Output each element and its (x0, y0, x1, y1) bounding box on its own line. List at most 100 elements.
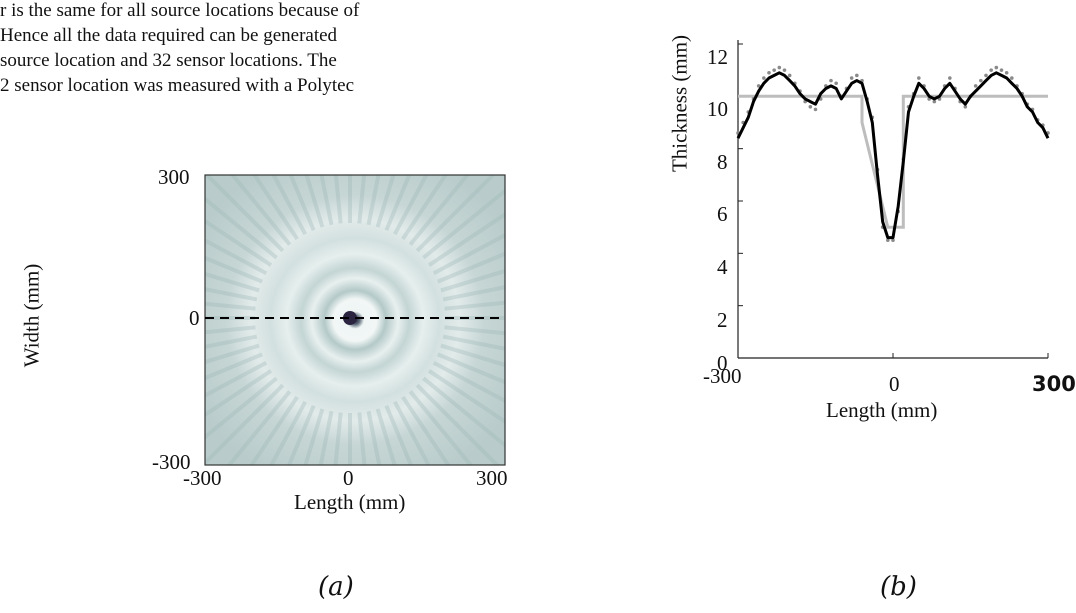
thickness-plot (736, 40, 1050, 359)
heatmap-spoke (437, 251, 505, 284)
heatmap-spoke (333, 175, 343, 224)
heatmap-spoke (205, 334, 258, 349)
measured-point (756, 84, 761, 88)
body-paragraph: r is the same for all source locations b… (0, 0, 500, 98)
series-layer (736, 65, 1050, 243)
thickness-xlabel: Length (mm) (826, 398, 938, 422)
heatmap-frame (204, 174, 506, 466)
heatmap-spoke (249, 395, 299, 465)
paragraph-line: source location and 32 sensor locations.… (0, 50, 337, 71)
measured-point (973, 84, 978, 88)
measured-point (808, 105, 813, 109)
heatmap-spoke (205, 369, 273, 418)
heatmap-spoke (432, 232, 505, 275)
heatmap-spoke (303, 408, 325, 465)
thickness-ytick-2: 2 (717, 308, 728, 332)
measured-point (994, 65, 999, 70)
heatmap-spoke (205, 361, 268, 398)
paragraph-line: 2 sensor location was measured with a Po… (0, 75, 355, 96)
measured-point (772, 68, 776, 72)
heatmap-spoke (269, 400, 307, 465)
heatmap-spoke (205, 238, 268, 275)
heatmap-ytick-bottom: -300 (152, 450, 191, 474)
thickness-ytick-4: 4 (717, 255, 728, 279)
heatmap-ytick-mid: 0 (189, 306, 200, 330)
heatmap-spoke (401, 395, 451, 465)
thickness-xtick-left: -300 (703, 364, 742, 388)
heatmap-spoke (375, 175, 396, 228)
heatmap-spoke (444, 300, 505, 311)
measured-point (777, 65, 782, 70)
heatmap-spoke (205, 376, 278, 440)
heatmap-spoke (230, 175, 292, 246)
heatmap-spoke (205, 301, 256, 311)
measured-point (782, 68, 787, 72)
measured-point (1010, 76, 1014, 80)
heatmap-spoke (205, 325, 256, 335)
heatmap-spoke (440, 268, 505, 293)
axis-lines (737, 40, 1048, 359)
heatmap-spoke (252, 175, 299, 241)
heatmap-spoke (393, 175, 429, 236)
heatmap-spoke (226, 390, 292, 465)
heatmap-spoke (393, 400, 431, 465)
caption-b: (b) (880, 572, 917, 602)
heatmap-spoke (384, 405, 414, 465)
heatmap-spoke (205, 287, 258, 302)
paragraph-line: Hence all the data required can be gener… (0, 25, 338, 46)
thickness-ytick-8: 8 (717, 150, 728, 174)
heatmap-ylabel: Width (mm) (19, 263, 44, 368)
heatmap-spoke (432, 361, 505, 404)
measured-point (787, 73, 792, 78)
caption-a: (a) (318, 572, 354, 602)
measured-point (762, 76, 766, 80)
heatmap-center-spot (343, 311, 357, 325)
x-tick-marks (737, 353, 1049, 358)
heatmap-spoke (286, 405, 316, 465)
measured-point (891, 238, 895, 243)
heatmap-spoke (444, 325, 505, 336)
measured-point (963, 105, 968, 109)
measured-point (989, 68, 993, 72)
heatmap-spoke (205, 175, 285, 253)
measured-point (1004, 70, 1009, 75)
heatmap-spoke (415, 175, 496, 253)
thickness-ytick-12: 12 (707, 45, 728, 69)
heatmap-spoke (318, 410, 334, 465)
heatmap-spoke (357, 412, 367, 465)
heatmap-spoke (408, 390, 474, 465)
thickness-xtick-mid: 0 (889, 372, 900, 396)
heatmap-spoke (408, 175, 470, 246)
heatmap-spoke (288, 175, 316, 231)
heatmap-xlabel: Length (mm) (294, 490, 406, 514)
heatmap-plot (204, 174, 506, 466)
heatmap-spoke (205, 218, 273, 267)
heatmap-xtick-left: -300 (183, 466, 222, 490)
heatmap-spoke (366, 410, 382, 465)
measured-point (979, 78, 983, 83)
heatmap-spoke (422, 376, 505, 448)
measured-point (813, 107, 818, 112)
heatmap-spoke (366, 175, 381, 226)
heatmap-spoke (205, 352, 263, 381)
heatmap-spoke (304, 175, 325, 228)
heatmap-ytick-top: 300 (158, 165, 190, 189)
measured-point (917, 76, 921, 80)
heatmap-spoke (427, 369, 505, 424)
measured-point (984, 73, 988, 78)
reference-thickness-line (738, 94, 1048, 229)
measured-point (932, 99, 937, 104)
measured-point (999, 68, 1004, 72)
heatmap-spoke (205, 343, 260, 365)
heatmap-spoke (427, 212, 505, 267)
heatmap-spoke (205, 383, 285, 465)
heatmap-xtick-mid: 0 (343, 466, 354, 490)
measured-point (834, 81, 838, 86)
heatmap-spoke (205, 196, 278, 260)
measured-point (829, 78, 833, 83)
reconstructed-thickness-line (736, 71, 1050, 240)
heatmap-spoke (271, 175, 307, 236)
heatmap-spoke (437, 352, 505, 385)
heatmap-spoke (357, 175, 367, 224)
measured-point (948, 76, 952, 80)
